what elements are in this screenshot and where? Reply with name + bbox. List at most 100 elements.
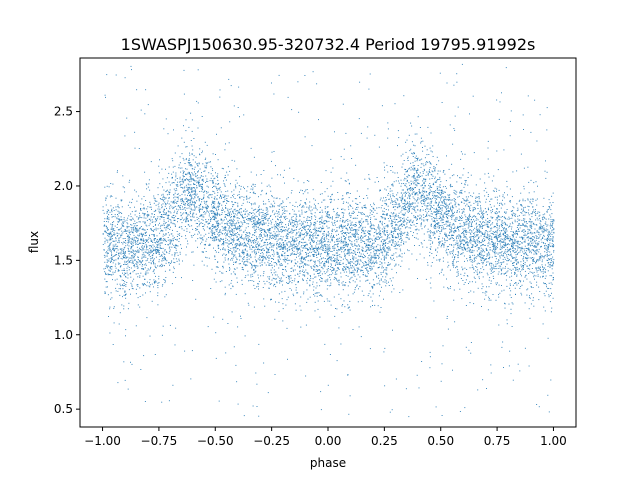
data-point <box>376 262 378 264</box>
data-point <box>547 262 549 263</box>
data-point <box>154 354 156 355</box>
data-point <box>433 221 435 222</box>
data-point <box>276 264 278 266</box>
data-point <box>161 204 163 206</box>
data-point <box>272 245 274 247</box>
data-point <box>160 216 162 217</box>
data-point <box>422 163 424 165</box>
data-point <box>116 278 118 280</box>
data-point <box>547 240 548 242</box>
data-point <box>348 238 350 240</box>
data-point <box>373 256 375 258</box>
data-point <box>341 248 343 250</box>
data-point <box>422 180 424 182</box>
data-point <box>330 263 332 265</box>
data-point <box>130 237 132 239</box>
data-point <box>123 308 125 310</box>
data-point <box>493 237 495 238</box>
data-point <box>356 208 358 210</box>
data-point <box>521 275 522 277</box>
data-point <box>259 234 261 235</box>
data-point <box>466 217 468 219</box>
data-point <box>368 270 370 272</box>
data-point <box>356 198 358 200</box>
data-point <box>354 281 356 283</box>
data-point <box>324 280 326 282</box>
data-point <box>328 262 330 264</box>
data-point <box>148 183 150 185</box>
data-point <box>135 250 137 252</box>
data-point <box>417 209 419 211</box>
data-point <box>401 207 403 209</box>
data-point <box>469 236 471 238</box>
data-point <box>496 199 498 201</box>
data-point <box>151 245 152 247</box>
data-point <box>133 252 135 254</box>
data-point <box>305 269 307 271</box>
data-point <box>109 266 111 268</box>
data-point <box>397 228 399 230</box>
data-point <box>360 220 362 222</box>
data-point <box>268 257 270 259</box>
data-point <box>435 406 437 408</box>
data-point <box>272 234 274 236</box>
data-point <box>518 228 519 230</box>
data-point <box>549 258 551 260</box>
data-point <box>154 234 155 236</box>
data-point <box>327 241 329 243</box>
data-point <box>401 201 403 203</box>
data-point <box>521 249 523 251</box>
data-point <box>154 282 156 284</box>
data-point <box>390 212 392 214</box>
data-point <box>287 255 289 256</box>
data-point <box>173 266 175 268</box>
data-point <box>106 74 108 76</box>
data-point <box>299 267 301 269</box>
data-point <box>170 201 172 203</box>
data-point <box>238 86 240 88</box>
data-point <box>286 259 288 261</box>
data-point <box>255 245 256 247</box>
data-point <box>454 193 456 195</box>
data-point <box>171 158 173 160</box>
data-point <box>350 249 352 251</box>
data-point <box>446 213 448 215</box>
data-point <box>389 233 391 235</box>
data-point <box>188 163 190 165</box>
data-point <box>362 250 364 252</box>
data-point <box>392 239 394 241</box>
data-point <box>455 217 457 219</box>
data-point <box>370 259 372 261</box>
data-point <box>223 183 225 185</box>
data-point <box>549 264 551 265</box>
data-point <box>520 237 522 239</box>
data-point <box>516 170 518 172</box>
data-point <box>154 241 156 243</box>
data-point <box>211 206 213 208</box>
data-point <box>212 218 214 220</box>
data-point <box>190 176 192 178</box>
data-point <box>468 222 470 224</box>
data-point <box>254 256 256 258</box>
data-point <box>177 254 179 256</box>
data-point <box>335 270 337 272</box>
data-point <box>346 242 347 243</box>
data-point <box>327 227 329 229</box>
data-point <box>233 225 235 226</box>
data-point <box>533 246 535 248</box>
data-point <box>436 188 438 190</box>
data-point <box>458 208 460 210</box>
data-point <box>131 228 133 230</box>
data-point <box>333 236 335 238</box>
data-point <box>530 232 532 234</box>
data-point <box>103 221 105 222</box>
data-point <box>252 405 254 407</box>
data-point <box>300 260 302 262</box>
data-point <box>490 364 492 366</box>
data-point <box>381 224 383 226</box>
data-point <box>332 267 334 269</box>
data-point <box>406 231 408 233</box>
data-point <box>456 218 458 220</box>
data-point <box>520 286 522 287</box>
data-point <box>202 223 204 224</box>
